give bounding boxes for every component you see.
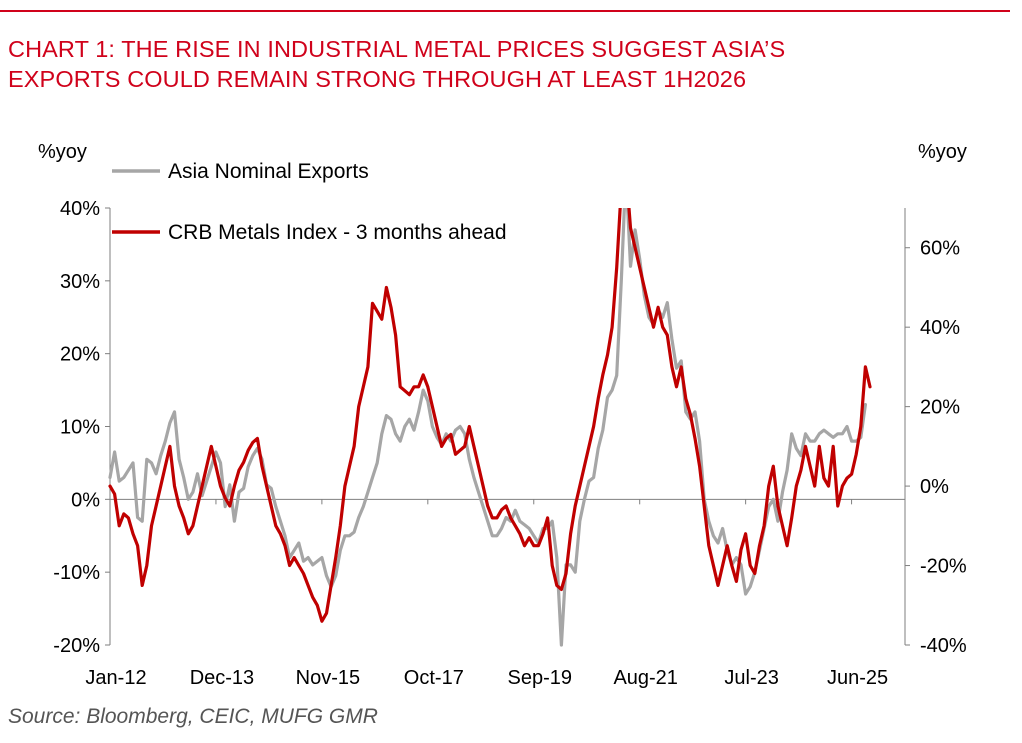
left-tick-label: 30% bbox=[60, 271, 100, 293]
left-tick-label: 0% bbox=[71, 489, 100, 511]
right-tick-label: -20% bbox=[920, 556, 967, 578]
chart-title-line-1: CHART 1: THE RISE IN INDUSTRIAL METAL PR… bbox=[8, 36, 786, 62]
chart-labels: -20% -10% 0% 10% 20% 30% 40% -40% -20% 0% 20% 40% 60… bbox=[38, 141, 967, 689]
x-tick-label: Jul-23 bbox=[724, 667, 778, 689]
x-tick-label: Jun-25 bbox=[827, 667, 888, 689]
x-tick-label: Sep-19 bbox=[508, 667, 573, 689]
left-tick-label: 40% bbox=[60, 198, 100, 220]
right-tick-label: 0% bbox=[920, 476, 949, 498]
legend-label: CRB Metals Index - 3 months ahead bbox=[168, 221, 507, 244]
line-chart: -20% -10% 0% 10% 20% 30% 40% -40% -20% 0% 20% 40% 60… bbox=[38, 141, 967, 689]
left-tick-label: -20% bbox=[53, 635, 100, 657]
right-tick-label: 40% bbox=[920, 317, 960, 339]
right-tick-label: 60% bbox=[920, 238, 960, 260]
chart-title-line-2: EXPORTS COULD REMAIN STRONG THROUGH AT L… bbox=[8, 66, 747, 92]
left-tick-label: 20% bbox=[60, 344, 100, 366]
series-line-crb-metals-index bbox=[108, 208, 872, 623]
series-clip-group bbox=[108, 208, 872, 647]
left-tick-label: -10% bbox=[53, 562, 100, 584]
title-rule bbox=[0, 10, 1010, 12]
legend-label: Asia Nominal Exports bbox=[168, 160, 369, 183]
x-tick-label: Jan-12 bbox=[85, 667, 146, 689]
right-tick-label: 20% bbox=[920, 397, 960, 419]
chart-title: CHART 1: THE RISE IN INDUSTRIAL METAL PR… bbox=[8, 34, 1008, 94]
right-tick-label: -40% bbox=[920, 635, 967, 657]
x-tick-label: Nov-15 bbox=[296, 667, 360, 689]
x-tick-label: Aug-21 bbox=[613, 667, 678, 689]
series-layer bbox=[108, 208, 872, 647]
chart-axes bbox=[105, 207, 910, 646]
source-note: Source: Bloomberg, CEIC, MUFG GMR bbox=[8, 705, 378, 728]
right-axis-label: %yoy bbox=[918, 141, 967, 163]
legend: Asia Nominal Exports CRB Metals Index - 3… bbox=[112, 160, 507, 244]
left-axis-label: %yoy bbox=[38, 141, 87, 163]
x-tick-label: Oct-17 bbox=[404, 667, 464, 689]
left-tick-label: 10% bbox=[60, 417, 100, 439]
x-tick-label: Dec-13 bbox=[190, 667, 254, 689]
